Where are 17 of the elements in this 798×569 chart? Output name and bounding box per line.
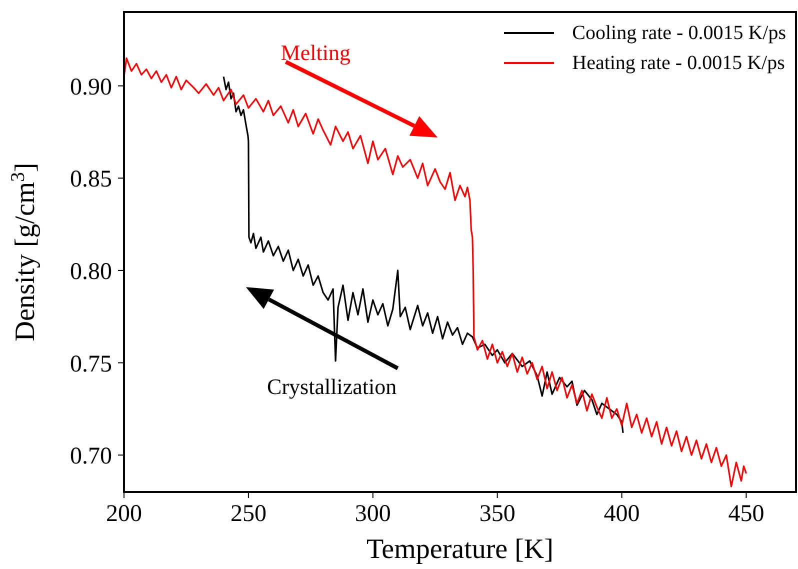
line-series <box>222 76 624 434</box>
y-tick-label: 0.85 <box>70 166 112 193</box>
x-tick-label: 250 <box>230 501 266 528</box>
x-tick-label: 350 <box>479 501 516 528</box>
y-tick-label: 0.90 <box>70 74 112 100</box>
x-tick-label: 400 <box>604 501 640 528</box>
y-tick-label: 0.75 <box>70 351 112 378</box>
y-tick-label: 0.70 <box>70 444 112 470</box>
legend-label: Cooling rate - 0.0015 K/ps <box>572 21 786 46</box>
x-tick-label: 200 <box>106 501 142 528</box>
y-tick-label: 0.80 <box>70 258 112 285</box>
annotation: Crystallization <box>267 374 397 400</box>
annotation: Melting <box>280 40 350 65</box>
legend-label: Heating rate - 0.0015 K/ps <box>572 51 785 76</box>
x-tick-label: 300 <box>354 501 391 528</box>
x-tick-label: 450 <box>728 501 764 528</box>
x-axis-title: Temperature [K] <box>366 534 554 565</box>
